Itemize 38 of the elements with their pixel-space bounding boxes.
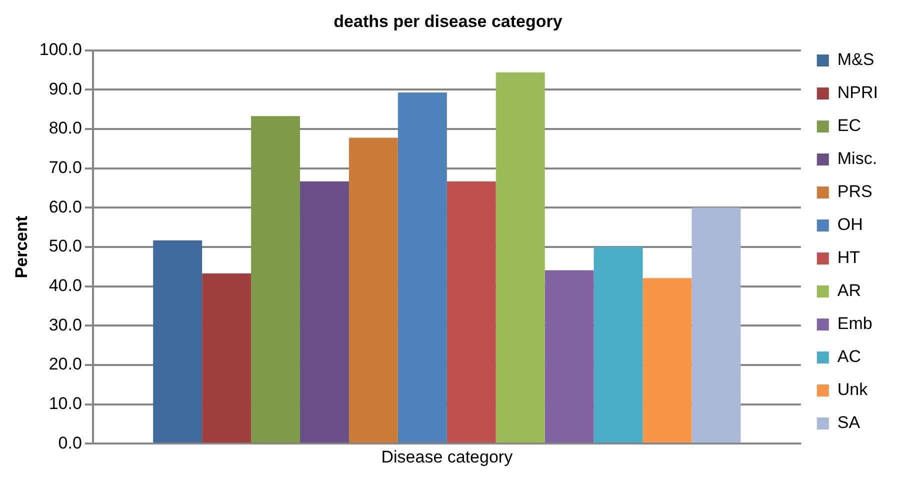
legend-label: Emb — [837, 314, 872, 334]
bar — [251, 116, 300, 443]
y-tick-label: 80.0 — [48, 118, 82, 138]
y-tick-label: 90.0 — [48, 79, 82, 98]
bar — [153, 240, 202, 443]
legend-label: HT — [837, 248, 860, 268]
bar — [594, 247, 643, 443]
legend-label: AC — [837, 347, 862, 366]
legend-label: Unk — [837, 380, 868, 400]
y-tick-label: 10.0 — [48, 394, 82, 413]
bar — [544, 270, 594, 443]
y-axis-title: Percent — [12, 215, 31, 278]
legend-label: AR — [837, 281, 862, 300]
y-tick-label: 60.0 — [48, 197, 82, 216]
y-tick-label: 100.0 — [39, 40, 82, 60]
y-tick-label: 20.0 — [48, 354, 82, 374]
bar — [398, 92, 447, 443]
legend-label: OH — [837, 215, 863, 234]
bar — [496, 72, 545, 443]
y-tick-label: 0.0 — [58, 433, 82, 452]
legend-label: EC — [837, 116, 862, 136]
bar — [446, 181, 496, 443]
y-tick-label: 30.0 — [48, 315, 82, 334]
legend-label: PRS — [837, 182, 872, 202]
bar — [202, 273, 252, 443]
y-tick-label: 40.0 — [48, 276, 82, 296]
legend-label: M&S — [837, 50, 874, 70]
legend-label: NPRI — [837, 83, 878, 102]
bar — [348, 138, 398, 443]
y-tick-label: 70.0 — [48, 158, 82, 178]
legend-label: Misc. — [837, 149, 878, 168]
bar — [692, 208, 741, 443]
chart-title: deaths per disease category — [334, 12, 563, 31]
bar — [300, 181, 349, 443]
legend-label: SA — [837, 413, 861, 432]
x-axis-title: Disease category — [381, 447, 514, 466]
bar — [642, 278, 692, 443]
y-tick-label: 50.0 — [48, 236, 82, 256]
